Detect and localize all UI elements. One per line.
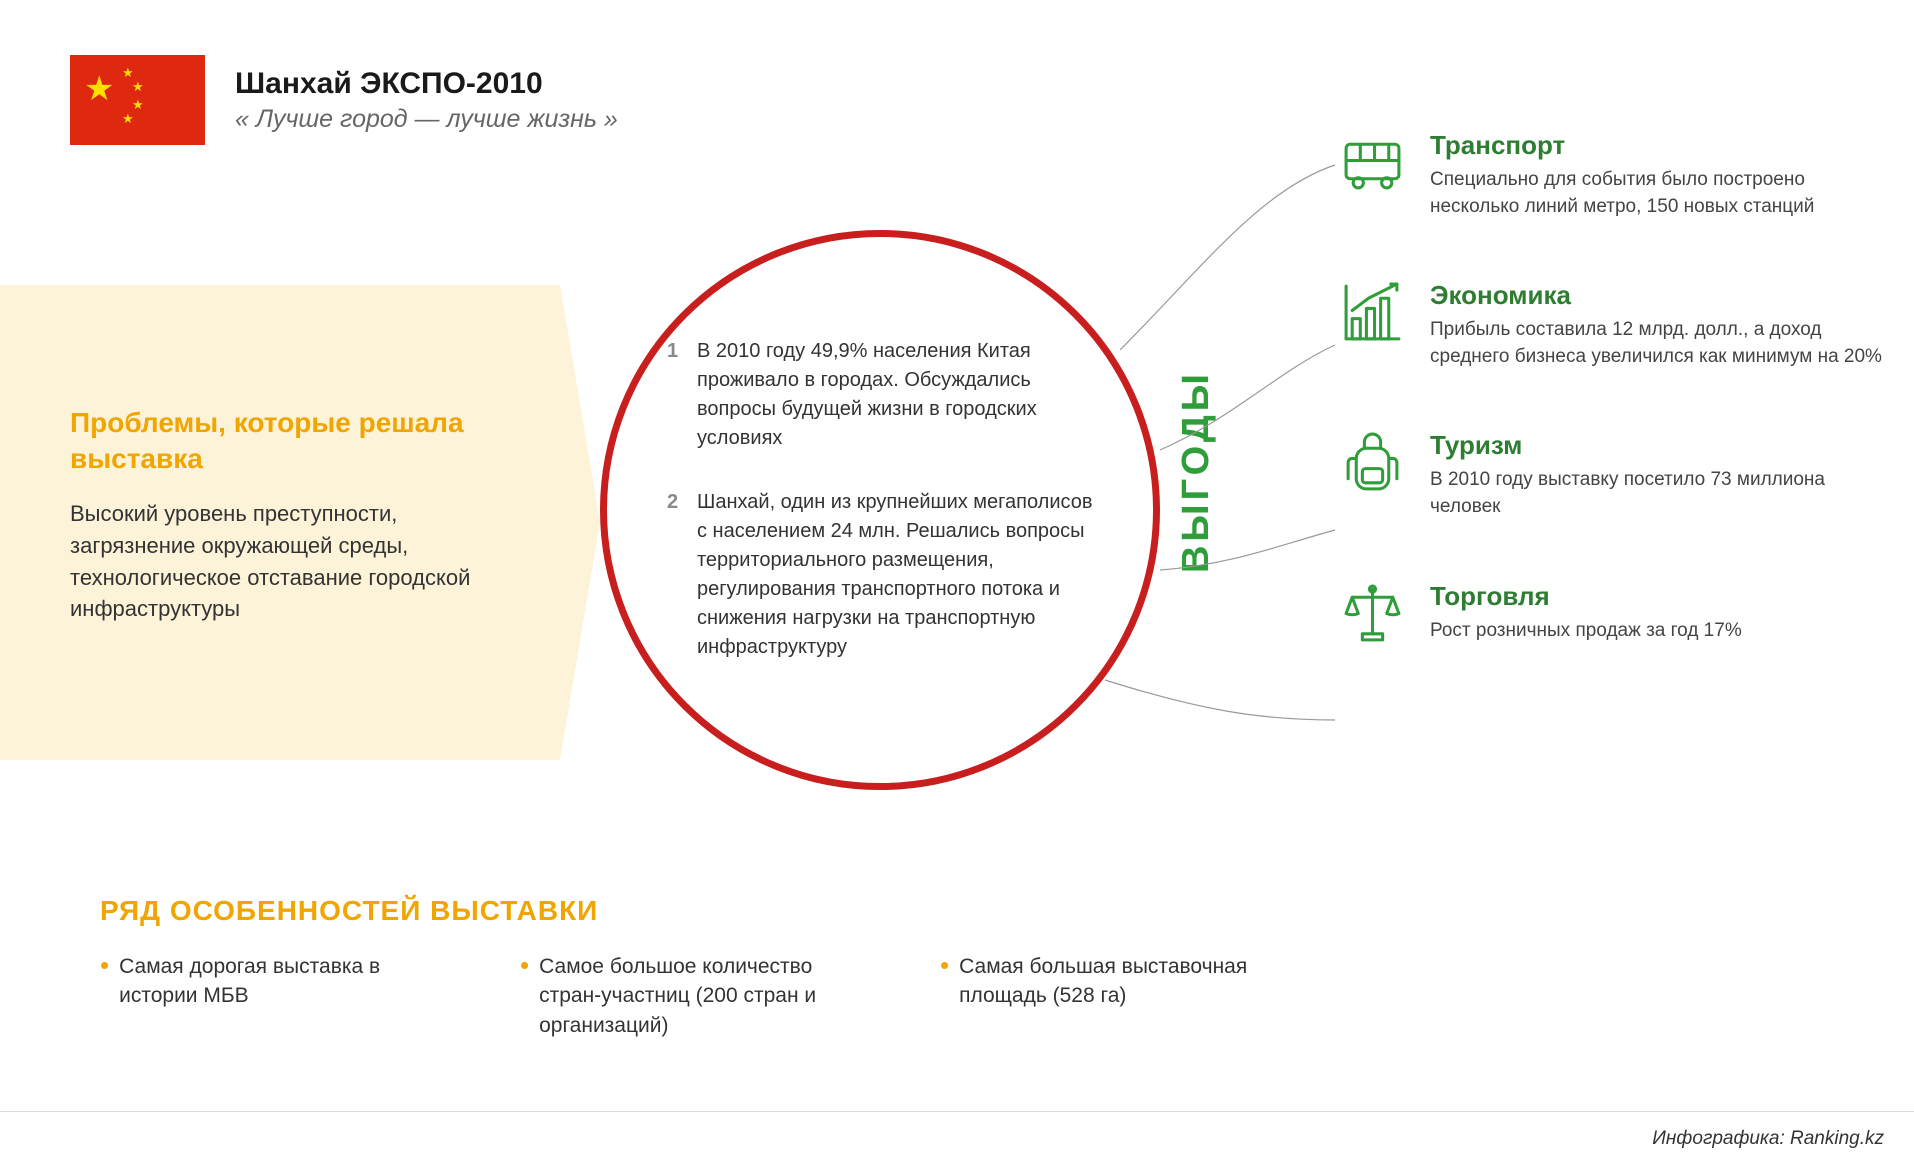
feature-text: Самая дорогая выставка в истории МБВ bbox=[119, 952, 460, 1011]
bullet-icon: • bbox=[520, 952, 529, 978]
benefit-title: Туризм bbox=[1430, 430, 1885, 461]
feature-text: Самое большое количество стран-участниц … bbox=[539, 952, 880, 1040]
divider bbox=[0, 1111, 1914, 1112]
chart-icon bbox=[1340, 280, 1405, 345]
backpack-icon bbox=[1340, 430, 1405, 495]
bus-icon bbox=[1340, 130, 1405, 195]
benefit-tourism: Туризм В 2010 году выставку посетило 73 … bbox=[1340, 430, 1885, 520]
feature-item: • Самое большое количество стран-участни… bbox=[520, 952, 880, 1040]
benefit-transport: Транспорт Специально для события было по… bbox=[1340, 130, 1885, 220]
benefit-body: Специально для события было построено не… bbox=[1430, 167, 1885, 220]
benefit-title: Экономика bbox=[1430, 280, 1885, 311]
feature-item: • Самая большая выставочная площадь (528… bbox=[940, 952, 1300, 1040]
benefit-body: В 2010 году выставку посетило 73 миллион… bbox=[1430, 467, 1885, 520]
features-block: РЯД ОСОБЕННОСТЕЙ ВЫСТАВКИ • Самая дорога… bbox=[100, 895, 1300, 1040]
benefit-economy: Экономика Прибыль составила 12 млрд. дол… bbox=[1340, 280, 1885, 370]
benefit-body: Прибыль составила 12 млрд. долл., а дохо… bbox=[1430, 317, 1885, 370]
benefit-title: Торговля bbox=[1430, 581, 1742, 612]
bullet-icon: • bbox=[940, 952, 949, 978]
benefits-list: Транспорт Специально для события было по… bbox=[1340, 130, 1885, 646]
benefit-body: Рост розничных продаж за год 17% bbox=[1430, 618, 1742, 645]
features-heading: РЯД ОСОБЕННОСТЕЙ ВЫСТАВКИ bbox=[100, 895, 1300, 927]
feature-text: Самая большая выставочная площадь (528 г… bbox=[959, 952, 1300, 1011]
bullet-icon: • bbox=[100, 952, 109, 978]
feature-item: • Самая дорогая выставка в истории МБВ bbox=[100, 952, 460, 1040]
scales-icon bbox=[1340, 581, 1405, 646]
benefit-trade: Торговля Рост розничных продаж за год 17… bbox=[1340, 581, 1885, 646]
credit-line: Инфографика: Ranking.kz bbox=[1652, 1128, 1884, 1150]
benefit-title: Транспорт bbox=[1430, 130, 1885, 161]
